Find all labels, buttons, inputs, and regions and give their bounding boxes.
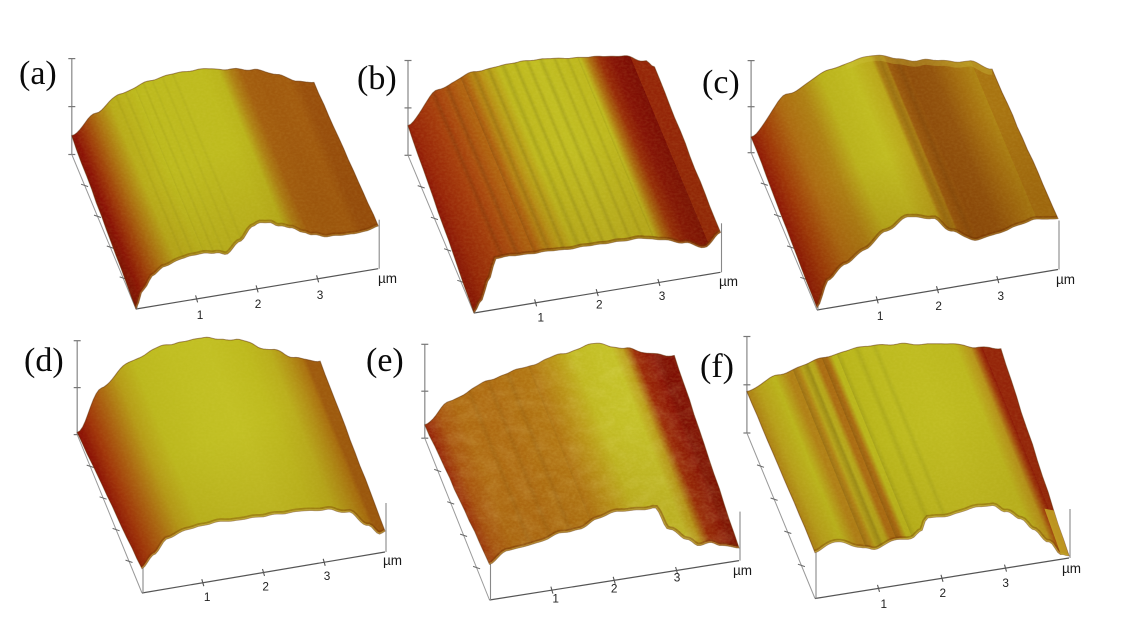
svg-text:3: 3 [659, 289, 666, 303]
svg-text:3: 3 [324, 569, 331, 583]
svg-text:2: 2 [940, 586, 947, 600]
svg-text:2: 2 [262, 580, 269, 594]
svg-text:1: 1 [881, 597, 888, 611]
svg-text:3: 3 [998, 289, 1005, 303]
svg-text:2: 2 [611, 582, 618, 596]
svg-text:µm: µm [719, 274, 738, 289]
svg-text:3: 3 [1002, 576, 1009, 590]
svg-text:1: 1 [197, 308, 204, 322]
svg-text:µm: µm [383, 553, 402, 568]
svg-text:2: 2 [935, 299, 942, 313]
svg-text:µm: µm [1062, 561, 1081, 576]
svg-text:µm: µm [378, 271, 397, 286]
svg-text:1: 1 [552, 592, 559, 606]
svg-text:1: 1 [877, 309, 884, 323]
svg-text:2: 2 [255, 297, 262, 311]
svg-text:1: 1 [538, 310, 545, 324]
svg-text:µm: µm [1056, 272, 1075, 287]
svg-text:3: 3 [674, 570, 681, 584]
svg-text:µm: µm [733, 563, 752, 578]
svg-text:2: 2 [596, 298, 603, 312]
svg-text:1: 1 [204, 590, 211, 604]
svg-text:3: 3 [317, 288, 324, 302]
